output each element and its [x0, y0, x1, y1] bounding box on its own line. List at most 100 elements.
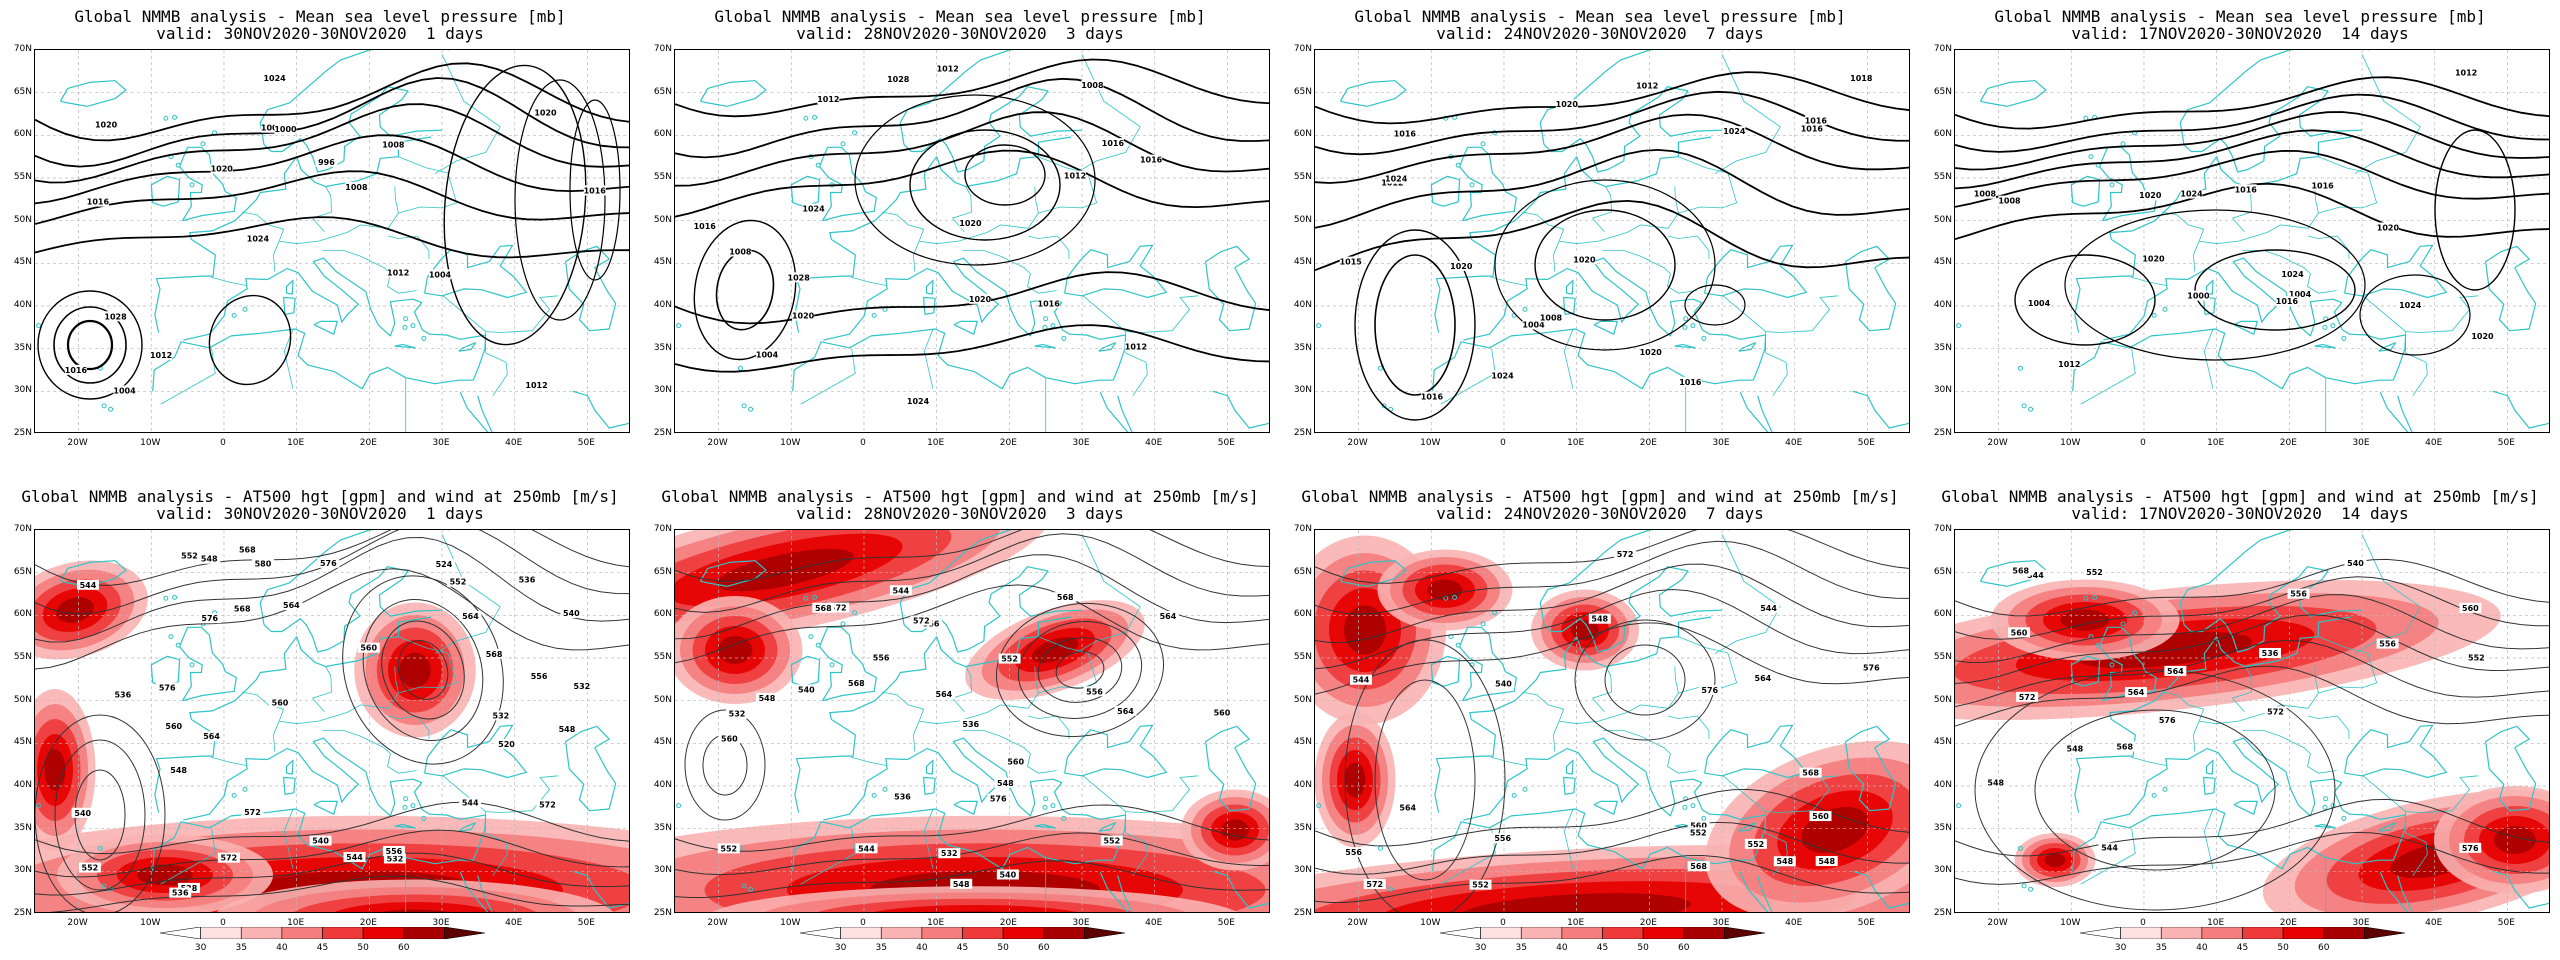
lon-tick-label: 20E — [2279, 438, 2297, 448]
panel-valid-range: valid: 24NOV2020-30NOV2020 7 days — [1436, 504, 1764, 523]
island — [1956, 323, 1962, 329]
island — [2341, 815, 2347, 821]
island — [1388, 886, 1394, 892]
panel-valid-range: valid: 17NOV2020-30NOV2020 14 days — [2071, 504, 2409, 523]
island — [172, 594, 178, 600]
island — [676, 323, 682, 329]
country-border — [1765, 331, 1788, 396]
wind-colorbar — [1440, 927, 1765, 939]
contour-label: 536 — [962, 720, 979, 729]
contour-line — [1315, 530, 1909, 584]
lat-tick-label: 50N — [1933, 214, 1952, 225]
contour-label: 544 — [2101, 844, 2118, 853]
contour-label: 1024 — [802, 205, 825, 214]
colorbar-segment — [1002, 927, 1045, 939]
contour-label-bg — [86, 196, 109, 207]
island — [2088, 154, 2094, 160]
contour-line — [675, 324, 1269, 373]
contour-label-bg — [2459, 602, 2482, 613]
contour-label-bg — [113, 385, 136, 396]
contour-labels: 5325365405445485525565605645685725765485… — [717, 585, 1233, 889]
contour-line — [1574, 619, 1716, 741]
contour-label-bg — [910, 615, 933, 626]
contour-label: 576 — [2159, 716, 2176, 725]
contour-label: 548 — [997, 779, 1014, 788]
island — [812, 114, 818, 120]
colorbar-tick-label: 40 — [916, 943, 928, 953]
island — [2151, 312, 2157, 318]
mslp-panel-14days: Global NMMB analysis - Mean sea level pr… — [1920, 0, 2560, 480]
contour-label-bg — [959, 218, 982, 229]
contour-line — [675, 58, 1269, 118]
coastline — [263, 86, 443, 173]
z500-wind-panel-3days: Global NMMB analysis - AT500 hgt [gpm] a… — [640, 480, 1280, 960]
coastline — [1064, 724, 1167, 779]
island — [2151, 792, 2157, 798]
contour-label-bg — [2344, 558, 2367, 569]
panel-title: Global NMMB analysis - AT500 hgt [gpm] a… — [21, 487, 619, 506]
island — [803, 115, 809, 121]
country-border — [242, 691, 285, 752]
island — [2109, 662, 2115, 668]
coastline — [2179, 530, 2370, 625]
contour-label-bg — [1687, 861, 1710, 872]
contour-label: 1024 — [263, 74, 286, 83]
contour-label: 1012 — [387, 268, 409, 277]
country-border — [2354, 54, 2421, 175]
island — [2095, 642, 2101, 648]
contour-line — [1955, 640, 2549, 708]
country-border — [2080, 348, 2136, 405]
lon-tick-label: 10E — [2207, 918, 2225, 928]
wind-speed-area — [1459, 893, 1691, 912]
contour-label-bg — [787, 272, 810, 283]
contour-line — [675, 533, 1269, 613]
country-border — [919, 186, 1039, 245]
contour-label-bg — [2058, 359, 2081, 370]
contour-label-bg — [560, 608, 583, 619]
lon-tick-label: 30E — [1072, 918, 1090, 928]
contour-line — [1315, 113, 1909, 184]
coastline — [2205, 759, 2214, 775]
contour-label-bg — [1973, 188, 1996, 199]
contour-label: 1012 — [1125, 342, 1147, 351]
contour-label: 560 — [1007, 757, 1024, 766]
contour-label-bg — [718, 733, 741, 744]
country-border — [1038, 156, 1098, 214]
lat-tick-label: 25N — [1933, 908, 1952, 918]
lat-tick-label: 60N — [1293, 129, 1312, 140]
island — [1683, 316, 1689, 322]
coastline — [1099, 871, 1129, 912]
colorbar-segment — [2160, 927, 2203, 939]
contour-label-bg — [343, 852, 366, 863]
colorbar-tick-label: 30 — [1474, 943, 1487, 953]
lat-tick-label: 55N — [1933, 172, 1952, 182]
contour-label: 552 — [1690, 828, 1707, 837]
contour-label-bg — [104, 311, 127, 322]
contour-line — [1344, 639, 1506, 912]
lon-tick-label: 50E — [2497, 918, 2515, 928]
contour-label-bg — [1799, 767, 1822, 778]
lon-tick-label: 20E — [999, 438, 1017, 448]
country-border — [1081, 774, 1199, 813]
country-border — [1678, 156, 1738, 214]
contour-label: 1028 — [887, 75, 910, 84]
contour-label-bg — [932, 688, 955, 699]
colorbar-tick-label: 60 — [398, 943, 410, 953]
contour-label-bg — [755, 692, 778, 703]
panel-title: Global NMMB analysis - AT500 hgt [gpm] a… — [1301, 487, 1899, 506]
contour-label-bg — [1210, 707, 1233, 718]
contour-label: 1004 — [2028, 299, 2051, 308]
contour-label: 1012 — [2455, 68, 2477, 77]
coastline — [565, 245, 617, 332]
island — [172, 114, 178, 120]
island — [1043, 316, 1049, 322]
island — [882, 786, 888, 792]
lat-tick-label: 35N — [13, 822, 32, 833]
contour-line — [2359, 274, 2471, 356]
contour-line — [54, 739, 146, 891]
lat-tick-label: 60N — [13, 129, 32, 140]
contour-label-bg — [1679, 376, 1702, 387]
contour-label-bg — [2028, 298, 2051, 309]
contour-label-bg — [78, 862, 101, 873]
contour-label-bg — [459, 797, 482, 808]
